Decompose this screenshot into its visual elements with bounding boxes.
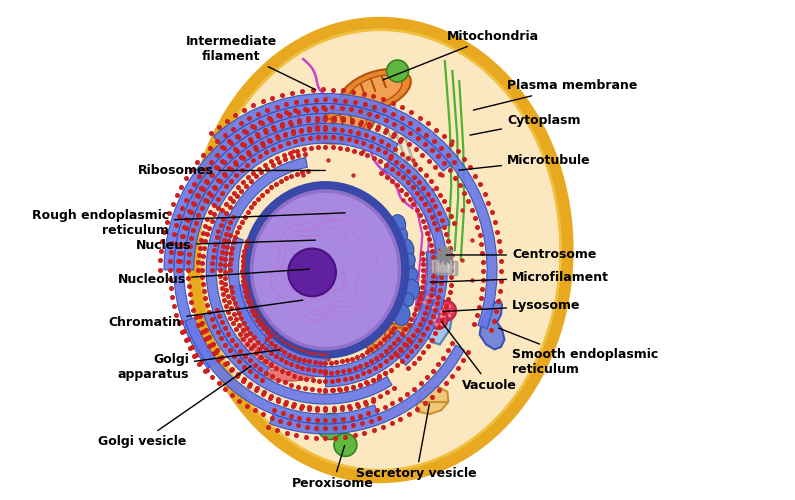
FancyBboxPatch shape bbox=[431, 260, 453, 274]
Ellipse shape bbox=[405, 254, 415, 266]
Polygon shape bbox=[228, 236, 268, 346]
Circle shape bbox=[239, 332, 259, 352]
Polygon shape bbox=[164, 104, 451, 270]
Circle shape bbox=[418, 290, 442, 314]
Text: Mitochondria: Mitochondria bbox=[382, 30, 540, 80]
Ellipse shape bbox=[320, 113, 366, 138]
Polygon shape bbox=[184, 318, 378, 424]
Text: Chromatin: Chromatin bbox=[108, 300, 303, 328]
Ellipse shape bbox=[395, 233, 405, 247]
Ellipse shape bbox=[390, 214, 405, 236]
Text: Microtubule: Microtubule bbox=[459, 154, 591, 170]
Circle shape bbox=[317, 414, 343, 440]
Polygon shape bbox=[211, 133, 450, 228]
Ellipse shape bbox=[194, 24, 567, 476]
Text: Peroxisome: Peroxisome bbox=[292, 446, 374, 490]
Ellipse shape bbox=[244, 184, 406, 356]
Polygon shape bbox=[256, 354, 324, 370]
Text: Ribosomes: Ribosomes bbox=[138, 164, 325, 177]
Circle shape bbox=[241, 320, 256, 334]
Polygon shape bbox=[261, 332, 320, 345]
Text: Smooth endoplasmic
reticulum: Smooth endoplasmic reticulum bbox=[498, 328, 658, 376]
Polygon shape bbox=[174, 114, 325, 368]
Polygon shape bbox=[213, 94, 497, 329]
Text: Rough endoplasmic
reticulum: Rough endoplasmic reticulum bbox=[32, 208, 345, 236]
Circle shape bbox=[334, 434, 357, 456]
Ellipse shape bbox=[366, 323, 425, 356]
Polygon shape bbox=[325, 250, 437, 386]
Text: Secretory vesicle: Secretory vesicle bbox=[356, 404, 477, 480]
Ellipse shape bbox=[401, 256, 414, 274]
Text: Centrosome: Centrosome bbox=[446, 248, 596, 262]
Text: Golgi vesicle: Golgi vesicle bbox=[98, 366, 251, 448]
Polygon shape bbox=[206, 210, 269, 376]
Polygon shape bbox=[383, 161, 448, 366]
Text: Nucleus: Nucleus bbox=[136, 238, 316, 252]
Ellipse shape bbox=[373, 328, 417, 351]
Polygon shape bbox=[235, 284, 325, 367]
Polygon shape bbox=[270, 345, 464, 434]
Polygon shape bbox=[204, 311, 392, 404]
Polygon shape bbox=[258, 344, 322, 357]
Text: Vacuole: Vacuole bbox=[441, 322, 517, 392]
Ellipse shape bbox=[396, 238, 414, 262]
Circle shape bbox=[436, 300, 456, 320]
Circle shape bbox=[244, 350, 262, 368]
Circle shape bbox=[289, 248, 336, 296]
Ellipse shape bbox=[394, 304, 410, 326]
Text: Microfilament: Microfilament bbox=[430, 271, 609, 284]
Polygon shape bbox=[184, 123, 398, 270]
Ellipse shape bbox=[248, 188, 402, 352]
Ellipse shape bbox=[312, 108, 374, 144]
Text: Intermediate
filament: Intermediate filament bbox=[185, 34, 316, 90]
Ellipse shape bbox=[398, 228, 408, 241]
Polygon shape bbox=[417, 386, 448, 414]
Text: Golgi
apparatus: Golgi apparatus bbox=[118, 350, 280, 381]
Polygon shape bbox=[421, 297, 452, 344]
Ellipse shape bbox=[390, 297, 403, 312]
Ellipse shape bbox=[404, 280, 420, 300]
Text: Plasma membrane: Plasma membrane bbox=[473, 80, 638, 110]
Polygon shape bbox=[254, 366, 327, 381]
Ellipse shape bbox=[403, 293, 413, 306]
FancyBboxPatch shape bbox=[436, 262, 458, 276]
Polygon shape bbox=[262, 321, 317, 334]
Text: Lysosome: Lysosome bbox=[443, 299, 580, 312]
Circle shape bbox=[386, 60, 409, 82]
Polygon shape bbox=[258, 330, 405, 377]
Ellipse shape bbox=[399, 272, 411, 287]
Polygon shape bbox=[216, 158, 308, 270]
Ellipse shape bbox=[393, 280, 407, 299]
Text: Cytoplasm: Cytoplasm bbox=[470, 114, 580, 135]
Circle shape bbox=[429, 310, 448, 329]
Polygon shape bbox=[479, 300, 505, 350]
Circle shape bbox=[254, 362, 270, 378]
Ellipse shape bbox=[407, 268, 418, 282]
Ellipse shape bbox=[339, 69, 411, 113]
Ellipse shape bbox=[348, 75, 402, 106]
Ellipse shape bbox=[254, 193, 398, 347]
Text: Nucleolus: Nucleolus bbox=[118, 269, 309, 286]
